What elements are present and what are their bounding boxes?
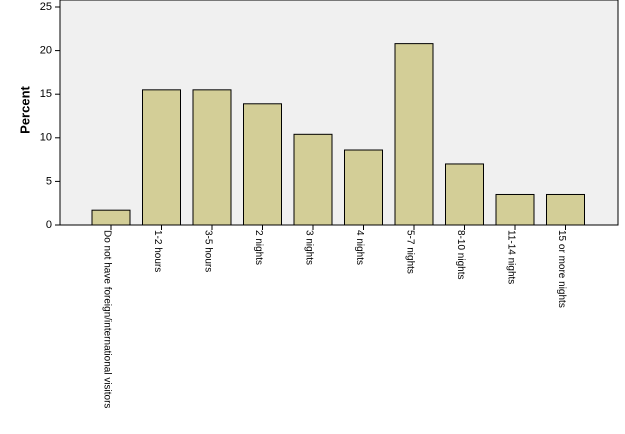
bar [495,193,535,226]
x-tick-label: 5-7 nights [404,230,415,274]
bar [394,43,434,226]
x-tick-label: 15 or more nights [556,230,567,308]
bar [243,103,282,226]
x-tick-label: Do not have foreign/international visito… [101,230,112,408]
y-tick-label: 20 [40,45,52,57]
y-axis-label: Percent [17,85,32,133]
bar [91,209,131,226]
x-tick-label: 4 nights [354,230,365,265]
x-tick-label: 3 nights [303,230,314,265]
bar [546,193,585,226]
x-tick-label: 3-5 hours [202,230,213,272]
bar [142,89,181,226]
bar [344,149,383,226]
y-tick-label: 15 [40,88,52,100]
x-tick-label: 1-2 hours [152,230,163,272]
bar [445,163,484,226]
y-tick-label: 5 [46,175,52,187]
x-tick-label: 8-10 nights [455,230,466,279]
bar [293,133,333,226]
x-tick-label: 11-14 nights [505,230,516,284]
y-tick-label: 10 [40,132,52,144]
x-tick-label: 2 nights [253,230,264,265]
y-tick-label: 25 [40,1,52,13]
y-tick-label: 0 [46,219,52,231]
bar [192,89,232,226]
